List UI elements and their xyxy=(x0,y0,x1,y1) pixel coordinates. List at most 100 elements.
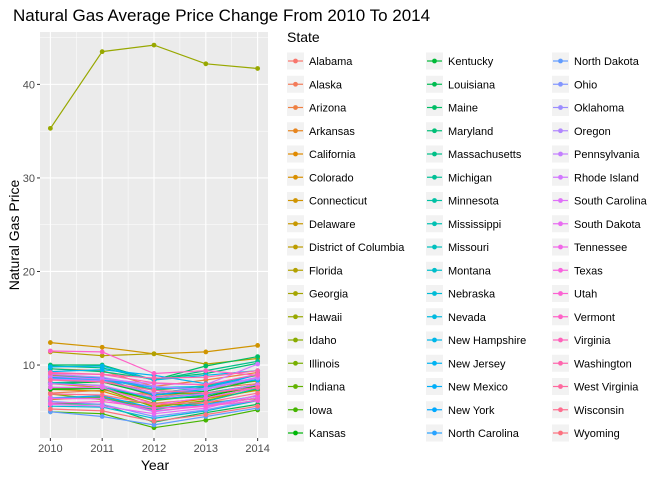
series-west-virginia xyxy=(47,377,261,396)
legend-label: California xyxy=(309,149,356,161)
legend-item: Oklahoma xyxy=(552,99,625,116)
legend-key-point xyxy=(558,407,563,413)
data-point xyxy=(203,349,209,355)
data-point xyxy=(99,414,105,419)
data-point xyxy=(151,418,157,424)
x-tick-label: 2011 xyxy=(90,443,114,455)
data-point xyxy=(203,403,209,409)
data-point xyxy=(47,377,53,383)
data-point xyxy=(203,61,209,67)
legend-item: Delaware xyxy=(287,215,355,233)
legend-item: Utah xyxy=(552,285,597,302)
legend-key-point xyxy=(432,291,437,296)
legend-label: Virginia xyxy=(574,335,611,347)
legend-key-point xyxy=(558,337,563,343)
chart-title: Natural Gas Average Price Change From 20… xyxy=(13,6,430,25)
x-tick-label: 2012 xyxy=(142,443,166,455)
legend-key-point xyxy=(432,360,437,366)
data-point xyxy=(255,385,261,390)
data-point xyxy=(151,351,157,357)
legend-key-point xyxy=(293,198,298,203)
legend-label: Connecticut xyxy=(309,196,367,208)
legend-label: Idaho xyxy=(309,335,337,347)
legend-label: Rhode Island xyxy=(574,172,639,184)
legend-key-point xyxy=(293,128,298,134)
legend-key-point xyxy=(293,314,298,320)
data-point xyxy=(151,371,157,376)
legend-label: Arizona xyxy=(309,103,347,115)
legend-label: Arkansas xyxy=(309,126,355,138)
data-point xyxy=(99,392,105,398)
legend-label: Georgia xyxy=(309,289,349,301)
legend-label: Minnesota xyxy=(448,196,500,208)
data-point xyxy=(255,371,261,377)
x-tick-label: 2013 xyxy=(194,443,218,455)
data-point xyxy=(255,66,261,71)
legend-key-point xyxy=(293,430,298,436)
legend-item: Texas xyxy=(552,261,603,279)
legend-key-point xyxy=(432,337,437,343)
data-point xyxy=(203,417,209,423)
legend-label: Louisiana xyxy=(448,79,496,91)
legend-key-point xyxy=(558,174,563,180)
legend-item: Virginia xyxy=(552,331,611,349)
legend-item: Idaho xyxy=(287,331,337,349)
series-washington xyxy=(47,368,261,381)
data-point xyxy=(151,375,157,381)
series-florida xyxy=(47,349,261,367)
data-point xyxy=(255,354,261,360)
data-point xyxy=(203,390,209,396)
legend-item: Mississippi xyxy=(426,215,501,233)
series-vermont xyxy=(47,348,261,378)
legend-key-point xyxy=(432,58,437,64)
legend-item: Oregon xyxy=(552,122,611,140)
series-hawaii xyxy=(47,42,261,131)
legend-key-point xyxy=(293,244,298,250)
series-utah xyxy=(47,398,261,411)
legend-label: New Hampshire xyxy=(448,335,526,347)
legend-label: Vermont xyxy=(574,312,615,324)
legend-item: North Carolina xyxy=(426,424,520,442)
data-point xyxy=(203,374,209,380)
data-point xyxy=(99,367,105,373)
legend-label: Oklahoma xyxy=(574,103,625,115)
data-point xyxy=(203,382,209,388)
legend-label: District of Columbia xyxy=(309,242,405,254)
legend-item: District of Columbia xyxy=(287,238,405,256)
legend-key-point xyxy=(558,314,563,320)
data-point xyxy=(99,408,105,414)
legend-item: South Dakota xyxy=(552,215,642,233)
data-point xyxy=(99,363,105,369)
data-point xyxy=(47,364,53,370)
data-point xyxy=(255,398,261,403)
legend-key-point xyxy=(558,291,563,296)
data-point xyxy=(151,405,157,411)
data-point xyxy=(203,368,209,374)
data-point xyxy=(47,396,53,402)
legend-item: New Mexico xyxy=(426,378,508,395)
data-point xyxy=(203,400,209,405)
legend-item: Maine xyxy=(426,99,478,116)
data-point xyxy=(99,385,105,390)
legend-label: Massachusetts xyxy=(448,149,522,161)
legend-item: South Carolina xyxy=(552,192,648,209)
data-point xyxy=(99,399,105,404)
legend-key-point xyxy=(558,430,563,436)
legend-label: Hawaii xyxy=(309,312,342,324)
legend-key-point xyxy=(293,105,298,110)
data-point xyxy=(203,363,209,369)
legend-item: Alaska xyxy=(287,75,343,93)
legend-item: Alabama xyxy=(287,52,353,70)
legend: Alabama Alaska Arizona Arkansas California Co… xyxy=(287,52,648,442)
legend-label: North Dakota xyxy=(574,56,640,68)
legend-item: North Dakota xyxy=(552,52,640,70)
legend-key-point xyxy=(293,384,298,389)
legend-label: Delaware xyxy=(309,219,355,231)
legend-key-point xyxy=(558,221,563,227)
legend-label: Montana xyxy=(448,265,492,277)
legend-label: Wisconsin xyxy=(574,405,624,417)
legend-label: Nevada xyxy=(448,312,487,324)
legend-label: Kentucky xyxy=(448,56,494,68)
legend-label: Oregon xyxy=(574,126,611,138)
legend-label: Alaska xyxy=(309,79,343,91)
